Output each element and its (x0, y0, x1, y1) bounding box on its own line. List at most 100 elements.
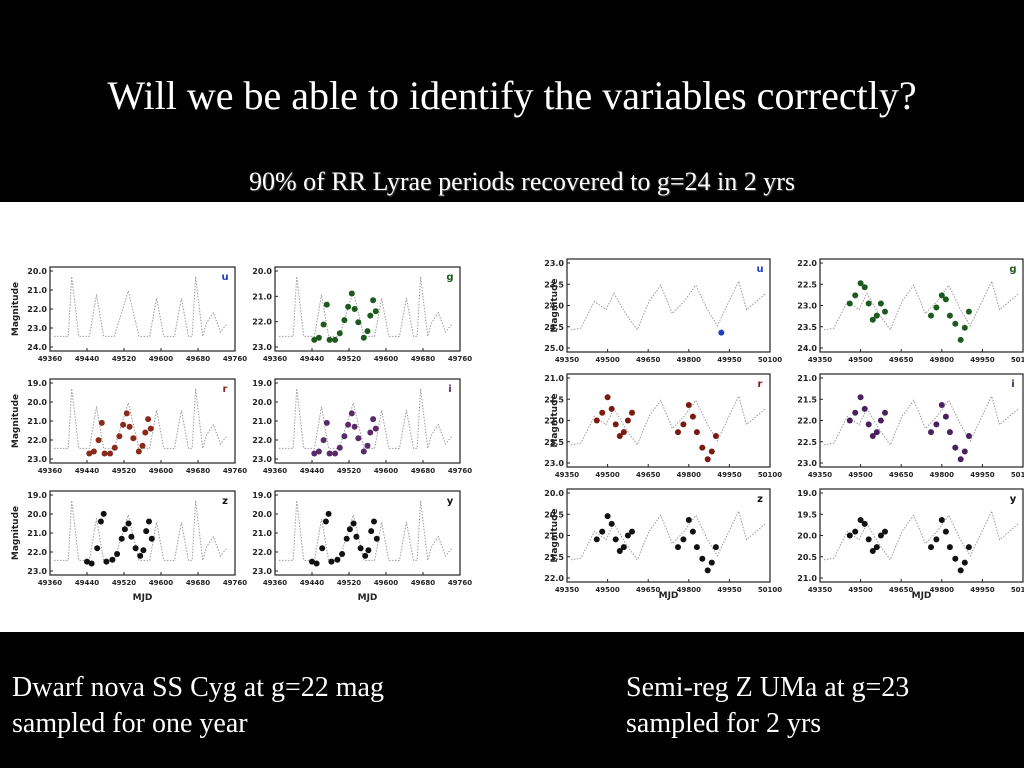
data-point (123, 410, 130, 417)
data-point (852, 292, 859, 299)
data-point (348, 410, 355, 417)
data-point (360, 448, 367, 455)
y-tick-label: 22.5 (797, 438, 817, 447)
data-point (320, 437, 327, 444)
data-point (355, 435, 362, 442)
data-point (928, 429, 934, 436)
data-point (367, 312, 374, 319)
y-tick-label: 22.0 (27, 436, 47, 445)
y-tick-label: 19.0 (27, 379, 47, 388)
y-axis-label: Magnitude (550, 393, 560, 447)
data-point (95, 437, 102, 444)
data-point (689, 528, 696, 535)
x-tick-label: 49360 (263, 355, 287, 363)
x-tick-label: 49350 (555, 586, 579, 594)
x-tick-label: 49760 (223, 355, 247, 363)
data-point (946, 312, 953, 319)
y-tick-label: 21.0 (797, 574, 817, 583)
x-tick-label: 49760 (223, 579, 247, 587)
slide-subtitle: 90% of RR Lyrae periods recovered to g=2… (248, 167, 796, 196)
data-point (126, 423, 133, 430)
data-point (320, 321, 327, 328)
x-tick-label: 49350 (808, 586, 832, 594)
data-point (712, 433, 719, 439)
y-tick-label: 21.0 (252, 417, 272, 426)
y-tick-label: 22.0 (797, 259, 817, 268)
x-tick-label: 49350 (808, 471, 832, 479)
data-point (852, 528, 859, 535)
data-point (357, 545, 364, 552)
data-point (952, 555, 959, 562)
y-tick-label: 20.0 (27, 267, 47, 276)
data-point (114, 551, 121, 557)
y-tick-label: 20.0 (27, 510, 47, 519)
data-point (351, 423, 358, 430)
data-point (599, 528, 606, 535)
x-tick-label: 50100 (758, 471, 782, 479)
band-label: g (1009, 264, 1016, 275)
data-point (323, 419, 330, 426)
y-axis-label: Magnitude (11, 282, 21, 336)
y-tick-label: 22.5 (797, 280, 817, 289)
data-point (120, 421, 127, 428)
x-tick-label: 49520 (112, 467, 136, 475)
data-point (629, 528, 635, 535)
data-point (616, 548, 623, 554)
x-tick-label: 49350 (808, 356, 832, 364)
data-point (139, 442, 146, 449)
y-tick-label: 21.5 (544, 553, 564, 562)
data-point (326, 450, 333, 457)
data-point (965, 308, 972, 315)
data-point (612, 421, 619, 428)
data-point (319, 545, 326, 552)
data-point (148, 535, 155, 542)
y-tick-label: 22.0 (544, 417, 564, 426)
data-point (334, 556, 341, 563)
data-point (873, 429, 880, 436)
data-point (328, 558, 335, 565)
data-point (938, 292, 945, 299)
data-point (942, 528, 949, 535)
y-axis-label: Magnitude (550, 508, 560, 562)
x-tick-label: 49600 (149, 467, 173, 475)
x-tick-label: 49440 (75, 355, 99, 363)
x-tick-label: 49360 (263, 467, 287, 475)
data-point (608, 520, 615, 527)
x-tick-label: 49950 (717, 356, 741, 364)
y-tick-label: 19.0 (252, 379, 272, 388)
data-point (118, 535, 125, 542)
data-point (94, 545, 101, 552)
data-point (933, 536, 940, 543)
model-curve (823, 394, 1020, 446)
data-point (624, 417, 631, 424)
data-point (100, 510, 107, 517)
data-point (952, 444, 959, 451)
panel-frame (49, 266, 236, 352)
data-point (132, 545, 139, 552)
x-tick-label: 49600 (374, 355, 398, 363)
band-label: y (447, 496, 454, 507)
x-tick-label: 49760 (223, 467, 247, 475)
panel-g: 20.0 21.0 22.0 23.0 49360 49440 49520 49600 4968… (252, 266, 472, 363)
y-tick-label: 23.0 (27, 567, 47, 576)
x-tick-label: 50100 (1011, 356, 1024, 364)
x-tick-label: 49650 (889, 471, 913, 479)
x-tick-label: 49520 (112, 355, 136, 363)
band-label: y (1010, 494, 1017, 505)
y-tick-label: 23.0 (797, 302, 817, 311)
band-label: r (758, 379, 763, 390)
data-point (146, 518, 152, 525)
y-tick-label: 21.0 (544, 532, 564, 541)
y-tick-label: 21.5 (544, 395, 564, 404)
data-point (620, 544, 627, 551)
x-tick-label: 49680 (186, 467, 210, 475)
caption-left: Dwarf nova SS Cyg at g=22 mag sampled fo… (12, 670, 384, 742)
x-axis-label: MJD (659, 591, 679, 601)
y-tick-label: 20.0 (252, 267, 272, 276)
x-tick-label: 49360 (38, 579, 62, 587)
data-point (675, 429, 681, 436)
data-point (111, 444, 118, 451)
x-tick-label: 49800 (677, 471, 701, 479)
panel-z: 20.0 20.5 21.0 21.5 22.0 49350 49500 49650 49800… (544, 488, 782, 594)
model-curve (279, 388, 453, 449)
